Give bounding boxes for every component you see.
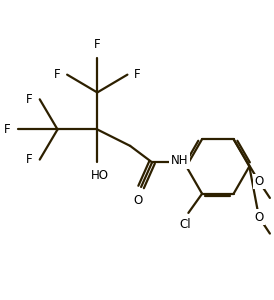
Text: F: F: [94, 38, 101, 51]
Text: F: F: [4, 123, 11, 136]
Text: HO: HO: [91, 169, 109, 182]
Text: O: O: [134, 194, 143, 207]
Text: F: F: [26, 93, 33, 106]
Text: F: F: [54, 68, 60, 81]
Text: O: O: [254, 175, 264, 188]
Text: NH: NH: [171, 154, 188, 167]
Text: F: F: [26, 153, 33, 166]
Text: Cl: Cl: [180, 218, 192, 231]
Text: O: O: [254, 211, 264, 224]
Text: F: F: [134, 68, 141, 81]
